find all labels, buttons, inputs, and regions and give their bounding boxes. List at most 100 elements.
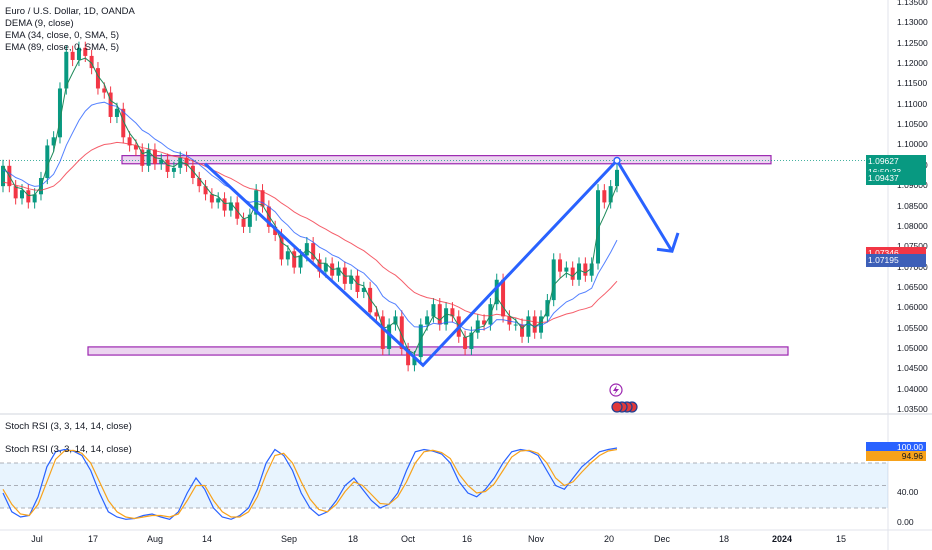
price-tick-label: 1.08500 — [897, 200, 928, 211]
candle — [178, 157, 183, 168]
candle — [532, 316, 537, 333]
candle — [57, 88, 62, 138]
candle — [361, 287, 366, 292]
candle — [298, 255, 303, 268]
candle — [146, 149, 151, 166]
candle — [374, 312, 379, 317]
candle — [260, 190, 265, 207]
candle — [507, 316, 512, 325]
price-tick-label: 1.08000 — [897, 220, 928, 231]
stoch-rsi-pane — [0, 447, 888, 520]
candle — [184, 157, 189, 166]
candle — [83, 47, 88, 56]
candle — [608, 186, 613, 203]
price-tick-label: 1.03500 — [897, 404, 928, 414]
arrow-head — [656, 232, 680, 253]
candle — [399, 316, 404, 349]
stoch-legend-2[interactable]: Stoch RSI (3, 3, 14, 14, close) — [5, 444, 132, 455]
candle — [589, 263, 594, 276]
candle — [89, 55, 94, 69]
candle — [70, 51, 75, 60]
candle — [114, 108, 119, 117]
candle — [444, 308, 449, 325]
price-tick-label: 1.11500 — [897, 78, 928, 89]
time-tick-label: 15 — [835, 534, 847, 544]
candle — [380, 316, 385, 349]
time-tick-label: Nov — [527, 534, 545, 544]
ema34-line — [2, 101, 618, 331]
price-tick-label: 1.11000 — [897, 98, 928, 109]
trend-drawing[interactable] — [203, 156, 680, 368]
resistance-zone — [121, 155, 772, 165]
candle — [51, 137, 56, 146]
candle — [596, 190, 601, 264]
candle — [323, 263, 328, 272]
candle — [203, 186, 208, 195]
candle — [336, 267, 341, 276]
candle — [209, 194, 214, 203]
dema-line — [2, 57, 618, 355]
candle — [311, 243, 316, 260]
candle — [406, 348, 411, 366]
candle — [526, 316, 531, 337]
candle — [127, 137, 132, 146]
candle — [228, 202, 233, 211]
stoch-legend-1[interactable]: Stoch RSI (3, 3, 14, 14, close) — [5, 421, 132, 432]
ema89-line — [2, 141, 618, 324]
candle — [368, 287, 373, 313]
price-tag: 1.07195 — [866, 254, 926, 268]
candle — [133, 145, 138, 150]
event-icons[interactable] — [609, 383, 638, 413]
candle — [1, 165, 5, 187]
candle — [558, 259, 563, 272]
candle — [95, 68, 100, 89]
candle — [254, 190, 259, 215]
price-tick-label: 1.12000 — [897, 58, 928, 69]
candle — [222, 198, 227, 211]
candle — [482, 320, 487, 325]
legend-ema89[interactable]: EMA (89, close, 0, SMA, 5) — [5, 42, 120, 53]
time-tick-label: 20 — [603, 534, 615, 544]
candle — [247, 214, 252, 227]
price-tick-label: 1.13500 — [897, 0, 928, 7]
candle — [102, 88, 107, 93]
time-tick-label: Jul — [31, 534, 43, 544]
time-tick-label: Sep — [280, 534, 298, 544]
time-tick-label: 2024 — [771, 534, 793, 544]
candle — [349, 275, 354, 284]
legend-dema[interactable]: DEMA (9, close) — [5, 18, 74, 29]
stoch-d-line — [2, 448, 618, 520]
candle — [494, 279, 499, 305]
price-tick-label: 1.05500 — [897, 322, 928, 333]
time-tick-label: 16 — [461, 534, 473, 544]
price-tick-label: 1.12500 — [897, 37, 928, 48]
candle — [570, 267, 575, 280]
candle — [564, 267, 569, 272]
stoch-tick-label: 100.00 — [866, 442, 926, 452]
chart-title: Euro / U.S. Dollar, 1D, OANDA — [5, 6, 135, 17]
candle — [450, 308, 455, 317]
candle — [152, 149, 157, 164]
candle — [197, 178, 202, 187]
time-tick-label: 18 — [347, 534, 359, 544]
candle — [545, 300, 550, 317]
candle — [425, 316, 430, 325]
price-tick-label: 1.05000 — [897, 342, 928, 353]
candle — [412, 357, 417, 366]
candles — [1, 41, 619, 372]
candle — [121, 108, 126, 138]
candle — [317, 259, 322, 272]
candle — [393, 316, 398, 325]
flag-icon — [611, 401, 623, 413]
candle — [615, 169, 619, 187]
legend-ema34[interactable]: EMA (34, close, 0, SMA, 5) — [5, 30, 120, 41]
candle — [513, 324, 518, 326]
price-tag: 1.09437 — [866, 172, 926, 186]
candle — [32, 194, 37, 203]
time-tick-label: 18 — [718, 534, 730, 544]
price-tick-label: 1.13000 — [897, 17, 928, 28]
candle — [76, 47, 81, 60]
price-tag: 1.09627 — [866, 154, 926, 168]
moving-averages — [2, 57, 618, 355]
